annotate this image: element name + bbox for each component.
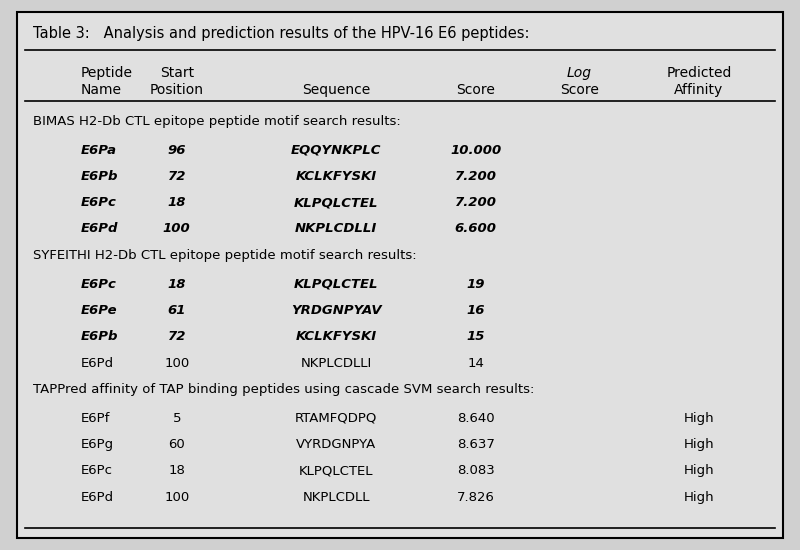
Text: 5: 5 (173, 412, 181, 425)
Text: Predicted: Predicted (666, 66, 732, 80)
Text: KLPQLCTEL: KLPQLCTEL (294, 278, 378, 291)
Text: Peptide: Peptide (81, 66, 133, 80)
Text: NKPLCDLLI: NKPLCDLLI (295, 222, 378, 235)
Text: E6Pa: E6Pa (81, 144, 118, 157)
Text: High: High (684, 438, 714, 451)
Text: 61: 61 (167, 304, 186, 317)
Text: Score: Score (560, 84, 599, 97)
Text: Table 3:   Analysis and prediction results of the HPV-16 E6 peptides:: Table 3: Analysis and prediction results… (34, 26, 530, 41)
Text: E6Pc: E6Pc (81, 278, 117, 291)
Text: E6Pd: E6Pd (81, 356, 114, 370)
Text: E6Pc: E6Pc (81, 196, 117, 209)
Text: 100: 100 (163, 222, 190, 235)
Text: 18: 18 (167, 278, 186, 291)
Text: TAPPred affinity of TAP binding peptides using cascade SVM search results:: TAPPred affinity of TAP binding peptides… (34, 383, 534, 396)
Text: 100: 100 (164, 356, 190, 370)
Text: 72: 72 (167, 170, 186, 183)
Text: NKPLCDLLI: NKPLCDLLI (301, 356, 372, 370)
Text: 7.826: 7.826 (457, 491, 494, 504)
Text: E6Pc: E6Pc (81, 464, 113, 477)
Text: Position: Position (150, 84, 204, 97)
Text: E6Pe: E6Pe (81, 304, 118, 317)
Text: RTAMFQDPQ: RTAMFQDPQ (295, 412, 378, 425)
Text: 60: 60 (169, 438, 185, 451)
Text: 6.600: 6.600 (454, 222, 497, 235)
Text: EQQYNKPLC: EQQYNKPLC (291, 144, 382, 157)
Text: Score: Score (456, 84, 495, 97)
Text: KCLKFYSKI: KCLKFYSKI (296, 330, 377, 343)
Text: Affinity: Affinity (674, 84, 723, 97)
Text: 10.000: 10.000 (450, 144, 502, 157)
Text: Name: Name (81, 84, 122, 97)
Text: KLPQLCTEL: KLPQLCTEL (294, 196, 378, 209)
Text: KCLKFYSKI: KCLKFYSKI (296, 170, 377, 183)
Text: E6Pg: E6Pg (81, 438, 114, 451)
Text: E6Pd: E6Pd (81, 491, 114, 504)
Text: 15: 15 (466, 330, 485, 343)
Text: 16: 16 (466, 304, 485, 317)
Text: High: High (684, 464, 714, 477)
Text: 8.637: 8.637 (457, 438, 494, 451)
Text: 14: 14 (467, 356, 484, 370)
Text: Log: Log (567, 66, 592, 80)
Text: KLPQLCTEL: KLPQLCTEL (299, 464, 374, 477)
Text: 18: 18 (167, 196, 186, 209)
Text: BIMAS H2-Db CTL epitope peptide motif search results:: BIMAS H2-Db CTL epitope peptide motif se… (34, 114, 401, 128)
Text: 100: 100 (164, 491, 190, 504)
Text: 8.083: 8.083 (457, 464, 494, 477)
Text: 7.200: 7.200 (454, 170, 497, 183)
Text: 19: 19 (466, 278, 485, 291)
Text: 72: 72 (167, 330, 186, 343)
Text: High: High (684, 491, 714, 504)
Text: E6Pd: E6Pd (81, 222, 118, 235)
Text: YRDGNPYAV: YRDGNPYAV (291, 304, 382, 317)
Text: Start: Start (160, 66, 194, 80)
Text: 8.640: 8.640 (457, 412, 494, 425)
Text: 18: 18 (168, 464, 186, 477)
Text: 96: 96 (167, 144, 186, 157)
Text: 7.200: 7.200 (454, 196, 497, 209)
Text: High: High (684, 412, 714, 425)
Text: VYRDGNPYA: VYRDGNPYA (296, 438, 376, 451)
Text: NKPLCDLL: NKPLCDLL (302, 491, 370, 504)
Text: SYFEITHI H2-Db CTL epitope peptide motif search results:: SYFEITHI H2-Db CTL epitope peptide motif… (34, 249, 417, 262)
Text: Sequence: Sequence (302, 84, 370, 97)
Text: E6Pb: E6Pb (81, 170, 118, 183)
Text: E6Pb: E6Pb (81, 330, 118, 343)
Text: E6Pf: E6Pf (81, 412, 110, 425)
